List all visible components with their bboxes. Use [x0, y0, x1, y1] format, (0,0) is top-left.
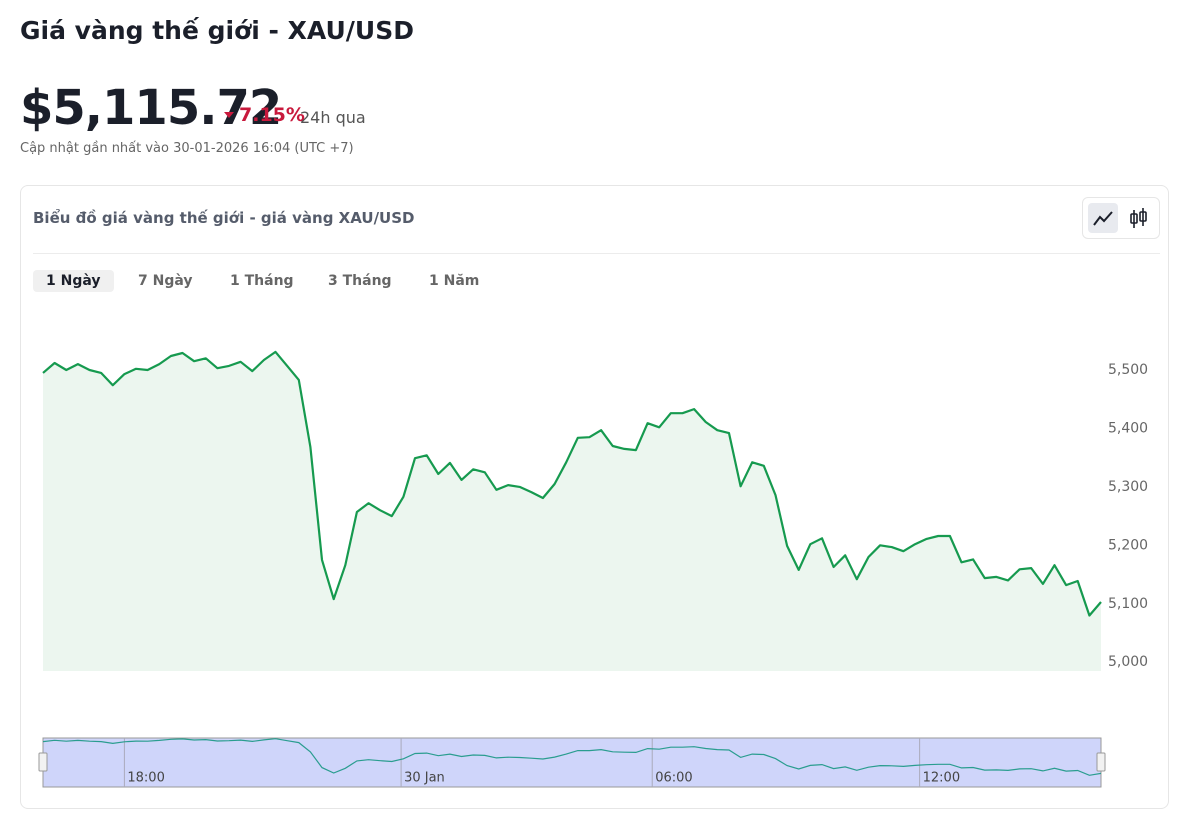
y-tick-label: 5,400 — [1108, 420, 1148, 436]
navigator-handle — [1096, 752, 1106, 772]
y-tick-label: 5,000 — [1108, 654, 1148, 670]
divider — [33, 253, 1160, 254]
navigator-bg — [42, 737, 1102, 788]
change-period: 24h qua — [300, 108, 366, 127]
price-line — [42, 350, 1102, 617]
range-tab[interactable]: 7 Ngày — [138, 273, 193, 289]
y-tick-label: 5,500 — [1108, 362, 1148, 378]
chart-type-icons[interactable] — [1083, 198, 1159, 238]
y-tick-label: 5,100 — [1108, 596, 1148, 612]
x-tick-label: 12:00 — [923, 771, 960, 786]
y-tick-label: 5,300 — [1108, 479, 1148, 495]
navigator-handle — [38, 752, 48, 772]
chart-type-switch — [1082, 197, 1160, 239]
chart-title: Biểu đồ giá vàng thế giới - giá vàng XAU… — [33, 209, 415, 227]
range-tab[interactable]: 1 Ngày — [33, 270, 114, 292]
x-tick-label: 30 Jan — [404, 771, 445, 786]
x-tick-label: 06:00 — [655, 771, 692, 786]
updated-time: Cập nhật gần nhất vào 30-01-2026 16:04 (… — [20, 141, 354, 156]
range-tab[interactable]: 1 Tháng — [230, 273, 294, 289]
price-change: 7.15% — [239, 104, 305, 126]
page-title: Giá vàng thế giới - XAU/USD — [20, 16, 414, 45]
navigator-line — [42, 738, 1102, 776]
chart-card: Biểu đồ giá vàng thế giới - giá vàng XAU… — [20, 185, 1169, 809]
range-tab[interactable]: 1 Năm — [429, 273, 480, 289]
y-tick-label: 5,200 — [1108, 537, 1148, 553]
down-arrow — [224, 112, 234, 118]
x-tick-label: 18:00 — [127, 771, 164, 786]
range-tab[interactable]: 3 Tháng — [328, 273, 392, 289]
price: $5,115.72 — [20, 80, 282, 136]
